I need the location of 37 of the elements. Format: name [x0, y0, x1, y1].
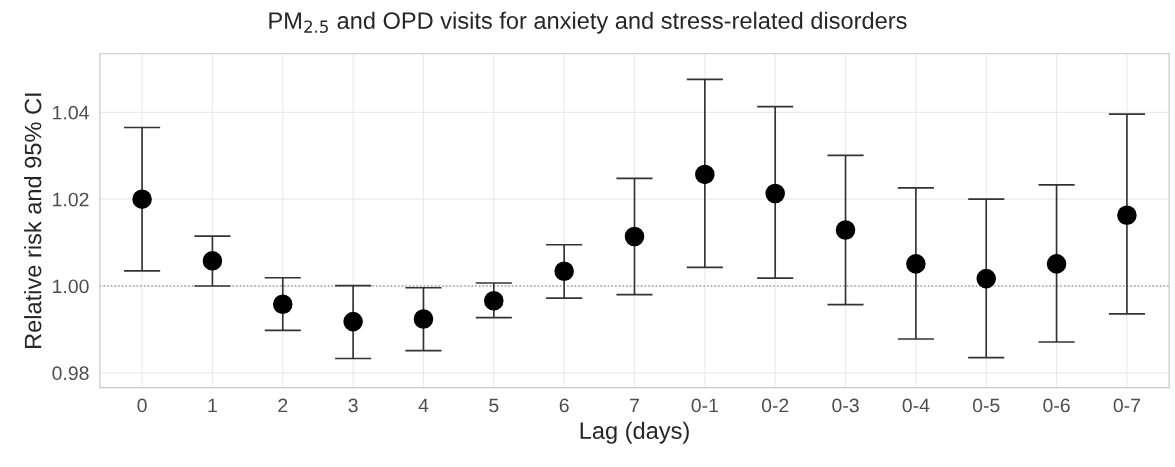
point [272, 294, 293, 315]
x-tick-label: 2 [278, 398, 288, 413]
y-axis-title: Relative risk and 95% CI [24, 93, 42, 348]
x-tick-label: 0-5 [972, 398, 1000, 413]
x-tick-label: 0-4 [902, 398, 930, 413]
x-tick-label: 0-2 [761, 398, 789, 413]
x-tick-label: 6 [559, 398, 569, 413]
point [765, 183, 785, 204]
y-tick-label: 1.04 [53, 105, 89, 120]
y-tick-label: 0.98 [52, 366, 89, 381]
point [695, 164, 715, 185]
point [413, 309, 434, 329]
x-tick-label: 0-7 [1113, 398, 1140, 413]
point [202, 251, 223, 271]
point [484, 290, 504, 311]
point [1117, 205, 1137, 226]
point [624, 226, 645, 247]
x-tick-label: 5 [489, 398, 499, 413]
x-tick-label: 3 [348, 398, 358, 413]
point [1046, 254, 1067, 274]
x-tick-label: 0-6 [1043, 398, 1070, 413]
x-axis-title: Lag (days) [580, 421, 689, 444]
point [835, 220, 856, 240]
point [554, 261, 574, 282]
x-tick-label: 1 [208, 398, 217, 413]
x-tick-label: 7 [630, 398, 639, 413]
x-tick-label: 0-3 [832, 398, 859, 413]
x-tick-label: 4 [418, 398, 429, 413]
point [343, 311, 363, 332]
point [906, 254, 926, 274]
x-tick-label: 0-1 [691, 398, 718, 413]
x-tick-label: 0 [137, 398, 147, 413]
y-tick-label: 1.02 [53, 192, 89, 207]
point [132, 189, 152, 209]
point [976, 268, 997, 289]
y-tick-label: 1.00 [53, 279, 89, 294]
chart-title: PM$_{2.5}$ and OPD visits for anxiety and stress-related disorders [269, 11, 907, 34]
